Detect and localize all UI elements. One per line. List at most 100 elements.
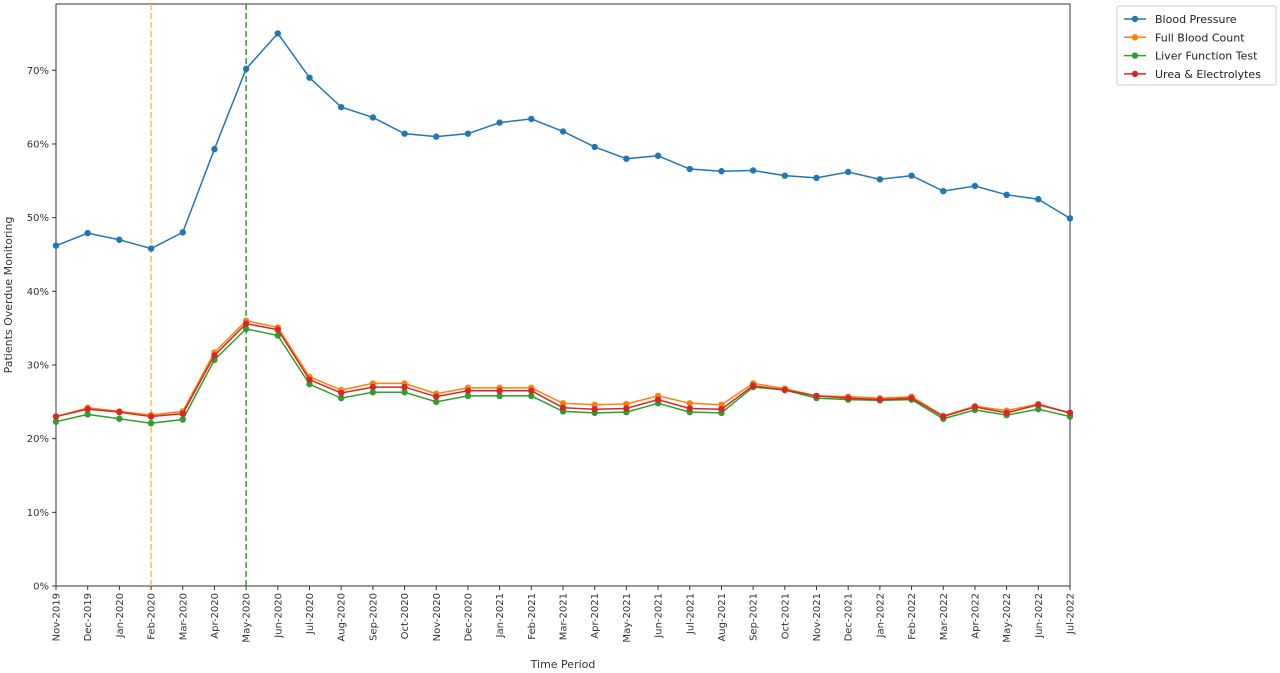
data-point <box>369 383 377 391</box>
data-point <box>274 30 282 37</box>
y-tick-label: 10% <box>27 508 49 519</box>
x-tick-label: Jan-2021 <box>495 593 506 638</box>
data-point <box>464 387 472 394</box>
data-point <box>1035 196 1042 203</box>
data-point <box>623 400 630 408</box>
series-full-blood-count <box>52 317 1074 420</box>
data-point <box>749 382 757 389</box>
data-point <box>496 387 503 394</box>
data-point <box>908 394 915 402</box>
data-point <box>908 172 915 179</box>
x-tick-label: Jan-2022 <box>875 593 886 638</box>
data-point <box>528 392 535 400</box>
data-point <box>179 229 186 236</box>
data-point <box>306 376 313 383</box>
legend-swatch-marker-urea-electrolytes <box>1131 70 1139 78</box>
data-point <box>116 408 123 416</box>
series-blood-pressure <box>52 30 1074 252</box>
data-point <box>274 326 282 333</box>
y-tick-label: 40% <box>27 287 49 298</box>
data-point <box>52 413 60 420</box>
legend-box <box>1116 5 1277 86</box>
data-point <box>337 389 345 397</box>
data-point <box>306 74 313 81</box>
data-point <box>116 415 123 422</box>
data-point <box>433 398 440 406</box>
x-tick-label: Jan-2020 <box>115 593 126 638</box>
data-point <box>1066 215 1074 222</box>
data-point <box>242 320 250 327</box>
y-axis-label: Patients Overdue Monitoring <box>2 217 15 374</box>
data-point <box>84 229 91 237</box>
data-point <box>496 119 503 126</box>
legend-label-full-blood-count: Full Blood Count <box>1155 31 1245 44</box>
data-point <box>242 325 250 333</box>
data-point <box>242 65 250 73</box>
data-point <box>591 143 598 151</box>
x-tick-label: Nov-2019 <box>52 593 63 641</box>
y-tick-label: 70% <box>27 66 49 77</box>
data-point <box>1003 191 1010 199</box>
data-point <box>559 404 567 411</box>
data-point <box>559 400 567 407</box>
data-point <box>401 383 408 391</box>
x-tick-label: Mar-2021 <box>559 593 570 640</box>
data-point <box>749 167 757 174</box>
data-point <box>433 133 440 140</box>
data-point <box>464 130 472 137</box>
series-urea-electrolytes <box>52 320 1074 420</box>
x-tick-label: Sep-2020 <box>368 593 379 641</box>
x-tick-label: Jun-2020 <box>273 593 284 639</box>
data-point <box>623 405 630 412</box>
y-tick-label: 0% <box>33 582 49 593</box>
series-lines <box>52 30 1074 427</box>
data-point <box>147 413 155 420</box>
legend-label-blood-pressure: Blood Pressure <box>1155 13 1237 26</box>
x-tick-label: Aug-2020 <box>337 593 348 642</box>
data-point <box>718 168 725 175</box>
y-tick-label: 50% <box>27 213 49 224</box>
x-tick-label: Nov-2021 <box>812 593 823 641</box>
data-point <box>52 418 60 425</box>
data-point <box>940 413 947 420</box>
data-point <box>876 176 884 183</box>
y-tick-label: 20% <box>27 434 49 445</box>
data-point <box>813 174 820 182</box>
data-point <box>401 389 408 396</box>
data-point <box>179 416 186 423</box>
data-point <box>433 393 440 400</box>
data-point <box>718 405 725 413</box>
x-tick-label: Dec-2019 <box>83 593 94 641</box>
x-tick-label: Apr-2022 <box>970 593 981 639</box>
data-point <box>654 152 662 159</box>
x-tick-label: Mar-2020 <box>178 593 189 640</box>
legend-label-liver-function-test: Liver Function Test <box>1155 50 1258 63</box>
data-point <box>496 392 503 400</box>
x-tick-label: Nov-2020 <box>432 593 443 641</box>
x-tick-label: Jul-2021 <box>685 593 696 635</box>
data-point <box>116 236 123 243</box>
y-axis-ticks: 0% 10% 20% 30% 40% 50% 60% 70% <box>27 66 56 593</box>
data-point <box>84 405 91 413</box>
data-point <box>686 405 693 412</box>
x-axis-label: Time Period <box>530 658 596 671</box>
x-tick-label: Sep-2021 <box>749 593 760 641</box>
data-point <box>781 172 789 179</box>
data-point <box>686 400 693 407</box>
x-tick-label: Feb-2020 <box>147 593 158 640</box>
y-tick-label: 60% <box>27 139 49 150</box>
legend-swatch-marker-blood-pressure <box>1131 15 1139 23</box>
data-point <box>781 386 789 394</box>
x-tick-label: Apr-2020 <box>210 593 221 639</box>
data-point <box>179 410 186 417</box>
data-point <box>211 352 218 359</box>
x-axis-ticks: Nov-2019 Dec-2019 Jan-2020 Feb-2020 Mar-2020… <box>52 586 1077 643</box>
data-point <box>591 405 598 413</box>
legend-swatch-marker-liver-function-test <box>1131 52 1139 59</box>
data-point <box>211 145 218 153</box>
x-tick-label: Aug-2021 <box>717 593 728 642</box>
data-point <box>528 387 535 394</box>
x-tick-label: Oct-2020 <box>400 593 411 639</box>
